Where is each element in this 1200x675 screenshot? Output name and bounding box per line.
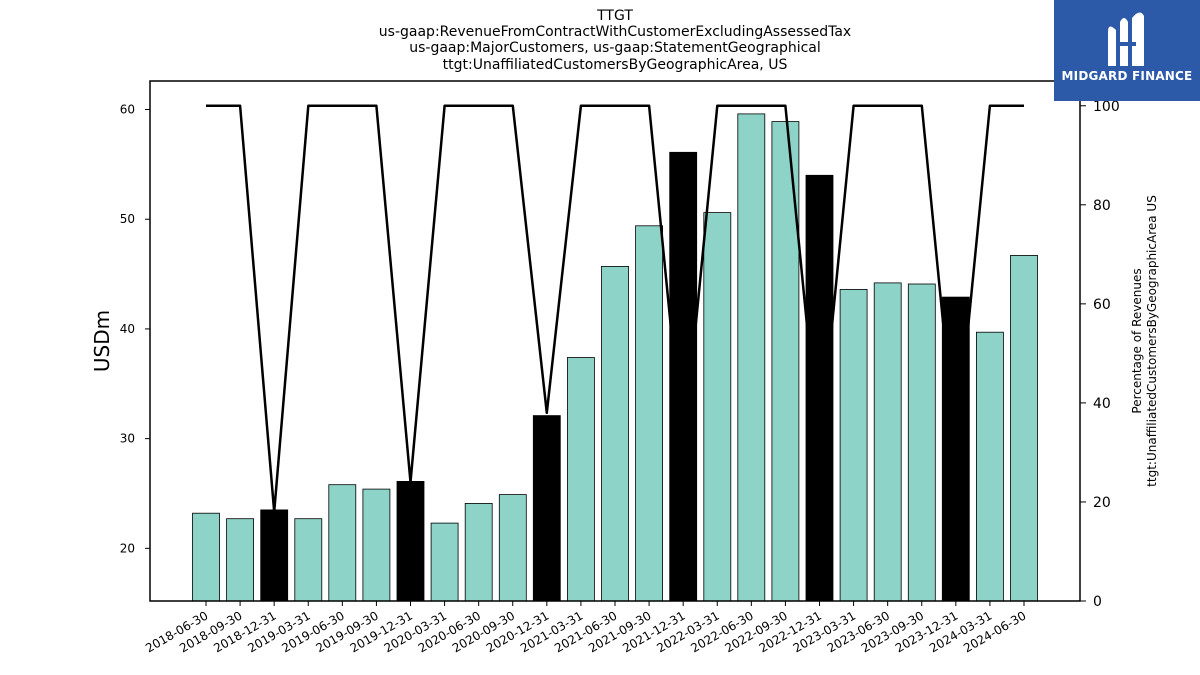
bar	[839, 288, 868, 602]
logo-mark-icon	[1108, 12, 1144, 67]
y-axis-right: 0 20 40 60 80 100	[1080, 99, 1120, 610]
bar	[192, 512, 220, 602]
logo-text: MIDGARD FINANCE	[1061, 69, 1193, 83]
y-tick-label: 40	[1093, 396, 1111, 412]
y-axis-left-label: USDm	[90, 310, 114, 372]
bar	[907, 283, 936, 602]
y-tick-label: 60	[1093, 297, 1111, 313]
bar	[498, 494, 527, 602]
bar	[635, 225, 663, 602]
y-tick-label: 80	[1093, 198, 1111, 214]
bar	[532, 415, 561, 602]
y-tick-label: 50	[120, 212, 135, 226]
y-tick-label: 20	[120, 541, 135, 555]
bar	[805, 174, 834, 602]
line-percentage-us	[206, 104, 1024, 514]
y-axis-right-label: ttgt:UnaffiliatedCustomersByGeographicAr…	[1145, 195, 1159, 487]
chart-title: TTGT us-gaap:RevenueFromContractWithCust…	[379, 8, 851, 73]
line-series	[206, 104, 1024, 514]
bar	[260, 509, 289, 602]
brand-logo: MIDGARD FINANCE	[1054, 0, 1200, 101]
bar	[1010, 254, 1038, 602]
bar	[601, 265, 629, 602]
bar	[976, 331, 1004, 602]
bar	[328, 484, 357, 602]
bar	[294, 518, 323, 602]
bar	[703, 212, 732, 602]
y-tick-label: 30	[120, 432, 135, 446]
title-line: ttgt:UnaffiliatedCustomersByGeographicAr…	[443, 57, 788, 73]
bar	[567, 357, 595, 602]
x-axis: 2018-06-302018-09-302018-12-312019-03-31…	[143, 601, 1029, 655]
bar	[226, 518, 255, 602]
bar-series	[192, 113, 1038, 602]
title-line: us-gaap:RevenueFromContractWithCustomerE…	[379, 24, 851, 40]
bar	[396, 480, 425, 602]
bar	[362, 488, 391, 602]
y-tick-label: 60	[120, 103, 135, 117]
y-tick-label: 100	[1093, 99, 1120, 115]
bar	[430, 522, 459, 602]
bar	[669, 151, 698, 602]
bar	[737, 113, 766, 602]
bar	[873, 282, 902, 602]
y-tick-label: 40	[120, 322, 135, 336]
y-axis-right-label: Percentage of Revenues	[1130, 268, 1144, 413]
y-axis-left: 20 30 40 50 60	[120, 103, 150, 555]
title-line: TTGT	[596, 8, 633, 24]
bar	[464, 502, 493, 602]
y-tick-label: 20	[1093, 495, 1111, 511]
y-tick-label: 0	[1093, 594, 1102, 610]
title-line: us-gaap:MajorCustomers, us-gaap:Statemen…	[409, 40, 821, 56]
